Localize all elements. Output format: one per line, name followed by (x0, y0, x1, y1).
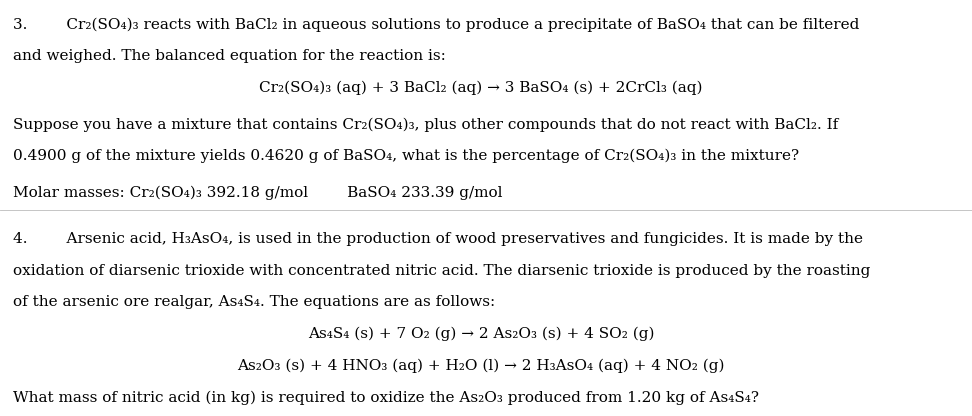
Text: 0.4900 g of the mixture yields 0.4620 g of BaSO₄, what is the percentage of Cr₂(: 0.4900 g of the mixture yields 0.4620 g … (13, 149, 799, 163)
Text: Cr₂(SO₄)₃ (aq) + 3 BaCl₂ (aq) → 3 BaSO₄ (s) + 2CrCl₃ (aq): Cr₂(SO₄)₃ (aq) + 3 BaCl₂ (aq) → 3 BaSO₄ … (260, 81, 703, 95)
Text: As₂O₃ (s) + 4 HNO₃ (aq) + H₂O (l) → 2 H₃AsO₄ (aq) + 4 NO₂ (g): As₂O₃ (s) + 4 HNO₃ (aq) + H₂O (l) → 2 H₃… (237, 359, 725, 373)
Text: of the arsenic ore realgar, As₄S₄. The equations are as follows:: of the arsenic ore realgar, As₄S₄. The e… (13, 295, 495, 310)
Text: What mass of nitric acid (in kg) is required to oxidize the As₂O₃ produced from : What mass of nitric acid (in kg) is requ… (13, 390, 758, 405)
Text: 3.        Cr₂(SO₄)₃ reacts with BaCl₂ in aqueous solutions to produce a precipit: 3. Cr₂(SO₄)₃ reacts with BaCl₂ in aqueou… (13, 17, 859, 32)
Text: Molar masses: Cr₂(SO₄)₃ 392.18 g/mol        BaSO₄ 233.39 g/mol: Molar masses: Cr₂(SO₄)₃ 392.18 g/mol BaS… (13, 186, 503, 200)
Text: Suppose you have a mixture that contains Cr₂(SO₄)₃, plus other compounds that do: Suppose you have a mixture that contains… (13, 117, 838, 132)
Text: As₄S₄ (s) + 7 O₂ (g) → 2 As₂O₃ (s) + 4 SO₂ (g): As₄S₄ (s) + 7 O₂ (g) → 2 As₂O₃ (s) + 4 S… (308, 327, 654, 342)
Text: oxidation of diarsenic trioxide with concentrated nitric acid. The diarsenic tri: oxidation of diarsenic trioxide with con… (13, 264, 870, 278)
Text: and weighed. The balanced equation for the reaction is:: and weighed. The balanced equation for t… (13, 49, 445, 63)
Text: 4.        Arsenic acid, H₃AsO₄, is used in the production of wood preservatives : 4. Arsenic acid, H₃AsO₄, is used in the … (13, 232, 862, 246)
